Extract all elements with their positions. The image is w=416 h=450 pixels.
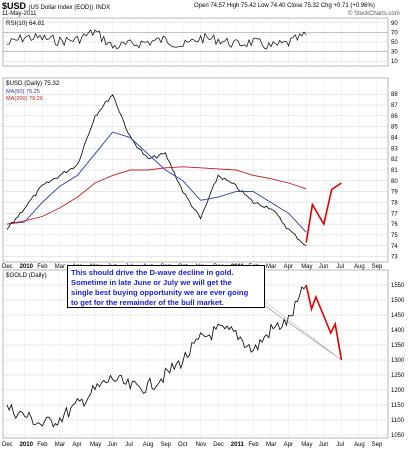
exchange: INDX xyxy=(95,5,111,11)
annotation-line-2: Sometime in late June or July we will ge… xyxy=(71,278,232,287)
symbol: $USD xyxy=(2,1,27,11)
usd-x-label: May xyxy=(301,264,312,270)
usd-legend-ma200: MA(200) 79.26 xyxy=(6,96,43,102)
panel-2-tick-label: 1100 xyxy=(391,418,405,424)
gold-x-label: Aug xyxy=(354,442,365,448)
gold-price-line xyxy=(6,284,307,428)
annotation-line-3: single best buying opportunity we are ev… xyxy=(71,288,249,297)
rsi-title: RSI(10) 64.81 xyxy=(6,20,45,27)
panel-2-tick-label: 1550 xyxy=(391,283,405,289)
usd-x-label: Mar xyxy=(55,264,65,270)
usd-legend-ma50: MA(50) 75.25 xyxy=(6,89,40,95)
panel-1-tick-label: 74 xyxy=(391,244,398,250)
usd-x-label: Sep xyxy=(372,264,383,270)
panel-1-tick-label: 78 xyxy=(391,200,398,206)
gold-x-label: Dec xyxy=(2,442,13,448)
usd-x-label: Aug xyxy=(354,264,365,270)
gold-x-label: Aug xyxy=(143,442,154,448)
usd-x-label: Jul xyxy=(336,264,344,270)
symbol-desc: (US Dollar Index (EOD)) xyxy=(28,5,94,11)
panel-1-tick-label: 86 xyxy=(391,114,398,120)
panel-2-tick-label: 1200 xyxy=(391,388,405,394)
usd-x-label: Mar xyxy=(266,264,276,270)
panel-1-tick-label: 82 xyxy=(391,157,398,163)
annotation-line-4: to get for the remainder of the bull mar… xyxy=(71,298,224,307)
gold-x-label: May xyxy=(90,442,101,448)
panel-1-tick-label: 80 xyxy=(391,179,398,185)
usd-x-label: 2010 xyxy=(20,264,34,270)
gold-x-label: Feb xyxy=(248,442,259,448)
usd-projection-line xyxy=(305,182,342,243)
panel-2-tick-label: 1500 xyxy=(391,298,405,304)
gold-x-label: Jul xyxy=(336,442,344,448)
panel-1-tick-label: 73 xyxy=(391,255,398,261)
gold-x-label: Jul xyxy=(125,442,133,448)
open-value: Open 74.57 xyxy=(194,3,226,9)
low-value: Low 74.40 xyxy=(257,3,286,9)
panel-2-tick-label: 1300 xyxy=(391,358,405,364)
gold-x-label: Feb xyxy=(37,442,48,448)
gold-x-label: Mar xyxy=(55,442,65,448)
watermark: © StockCharts.com xyxy=(348,11,400,17)
panel-2-tick-label: 1050 xyxy=(391,433,405,439)
panel-0-tick-label: 90 xyxy=(391,21,398,27)
usd-x-label: Jun xyxy=(319,264,329,270)
annotation-line-1: This should drive the D-wave decline in … xyxy=(71,268,234,277)
panel-1-tick-label: 84 xyxy=(391,136,398,142)
gold-x-label: Jun xyxy=(108,442,118,448)
gold-title: $GOLD (Daily) xyxy=(6,272,47,279)
panel-0-tick-label: 70 xyxy=(391,30,398,36)
gold-x-label: Sep xyxy=(372,442,383,448)
gold-x-label: Jun xyxy=(319,442,329,448)
panel-1-tick-label: 79 xyxy=(391,190,398,196)
panel-1-tick-label: 85 xyxy=(391,125,398,131)
panel-1-tick-label: 76 xyxy=(391,222,398,228)
usd-price-line xyxy=(6,94,307,247)
panel-1-tick-label: 81 xyxy=(391,168,398,174)
usd-x-label: Apr xyxy=(284,264,293,270)
gold-x-label: Dec xyxy=(213,442,224,448)
change-value: Chg +0.71 (+0.96%) xyxy=(320,3,375,9)
panel-1-tick-label: 87 xyxy=(391,103,398,109)
panel-0-tick-label: 50 xyxy=(391,40,398,46)
panel-0-tick-label: 30 xyxy=(391,50,398,56)
panel-1-tick-label: 83 xyxy=(391,146,398,152)
usd-ma200-line xyxy=(6,166,307,225)
usd-x-label: Feb xyxy=(37,264,48,270)
gold-x-label: May xyxy=(301,442,312,448)
usd-title: $USD (Daily) 75.32 xyxy=(6,80,60,87)
gold-x-label: Apr xyxy=(284,442,293,448)
date-label: 11-May-2011 xyxy=(2,11,37,17)
panel-2-tick-label: 1150 xyxy=(391,403,405,409)
gold-projection-line xyxy=(305,284,343,361)
panel-1-tick-label: 88 xyxy=(391,92,398,98)
panel-1-tick-label: 77 xyxy=(391,211,398,217)
gold-x-label: Sep xyxy=(160,442,171,448)
annotation-callout: This should drive the D-wave decline in … xyxy=(67,265,265,308)
panel-2-tick-label: 1400 xyxy=(391,328,405,334)
gold-x-label: Nov xyxy=(196,442,207,448)
panel-1-tick-label: 75 xyxy=(391,233,398,239)
panel-2-tick-label: 1350 xyxy=(391,343,405,349)
close-value: Close 75.32 xyxy=(287,3,320,9)
gold-x-label: 2010 xyxy=(20,442,34,448)
panel-0-tick-label: 10 xyxy=(391,59,398,65)
usd-x-label: Dec xyxy=(2,264,13,270)
gold-x-label: Mar xyxy=(266,442,276,448)
rsi-line xyxy=(6,29,307,50)
gold-x-label: Apr xyxy=(72,442,81,448)
gold-x-label: Oct xyxy=(178,442,188,448)
symbol-title: $USD (US Dollar Index (EOD)) INDX xyxy=(2,1,110,11)
high-value: High 75.42 xyxy=(227,3,257,9)
gold-x-label: 2011 xyxy=(231,442,245,448)
panel-2-tick-label: 1250 xyxy=(391,373,405,379)
usd-ma50-line xyxy=(6,131,307,233)
panel-2-tick-label: 1450 xyxy=(391,313,405,319)
ohlc-readout: Open 74.57 High 75.42 Low 74.40 Close 75… xyxy=(194,3,375,9)
